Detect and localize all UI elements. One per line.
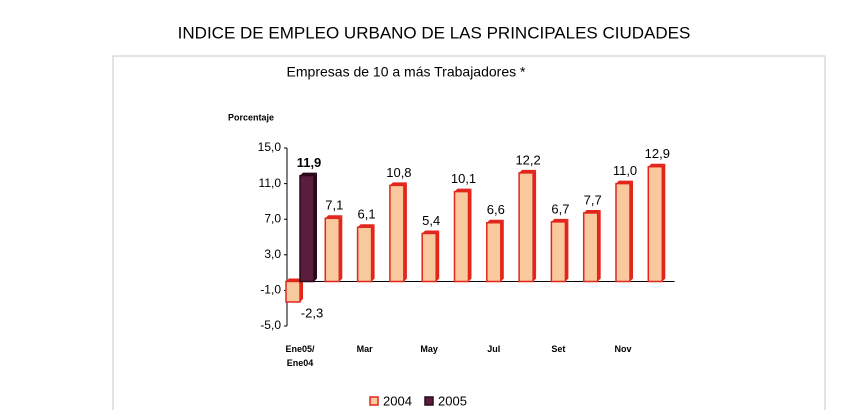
value-label: 12,9: [645, 146, 670, 161]
value-label: -2,3: [301, 305, 323, 320]
value-label: 10,8: [386, 165, 411, 180]
bar: [615, 182, 631, 283]
bar-group: [582, 209, 601, 283]
value-label: 11,0: [613, 163, 637, 178]
value-label: 7,7: [584, 192, 602, 207]
bar: [453, 190, 470, 283]
bar-group: [453, 188, 472, 283]
chart-frame: [112, 55, 826, 415]
value-label: 7,1: [325, 198, 343, 213]
bar-group: [324, 215, 343, 283]
bar-top: [357, 224, 375, 228]
bar-group: [285, 278, 303, 303]
bar: [550, 221, 567, 283]
x-tick-label: Ene05/ Ene04: [285, 344, 315, 368]
chart-title: INDICE DE EMPLEO URBANO DE LAS PRINCIPAL…: [178, 23, 691, 42]
x-tick-label: Nov: [614, 344, 632, 354]
bar-group: [389, 182, 407, 283]
bar-group: [518, 169, 537, 283]
value-label: 6,1: [358, 207, 376, 222]
legend-swatch: [369, 396, 379, 406]
x-tick-label: Set: [551, 344, 566, 354]
chart-subtitle: Empresas de 10 a más Trabajadores *: [287, 64, 526, 80]
legend-label: 2005: [438, 393, 467, 408]
bar-group: [647, 163, 666, 283]
x-tick-label-box: May: [420, 344, 438, 354]
x-tick-label-box: Mar: [356, 344, 373, 354]
x-tick-label-box: Nov: [614, 344, 632, 354]
value-label: 5,4: [422, 213, 440, 228]
y-tick-label: 7,0: [264, 211, 281, 225]
legend-label: 2004: [383, 393, 412, 408]
value-label: 6,6: [487, 202, 505, 217]
bar: [647, 165, 664, 283]
y-tick-label: 15,0: [258, 140, 282, 154]
y-tick-label: -5,0: [260, 318, 281, 332]
value-label: 10,1: [451, 171, 476, 186]
value-label: 12,2: [515, 152, 540, 167]
bar-group: [356, 224, 375, 283]
bar: [324, 217, 341, 283]
x-tick-label-box: Set: [551, 344, 566, 354]
value-label: 11,9: [297, 155, 322, 170]
x-tick-label: May: [420, 344, 438, 354]
bar: [356, 226, 373, 283]
bar-group: [299, 172, 317, 283]
y-tick-label: 3,0: [264, 247, 281, 261]
bar-group: [615, 180, 633, 283]
bar-group: [421, 230, 440, 283]
bar: [421, 232, 437, 283]
bar-group: [486, 219, 504, 283]
bar-top: [551, 218, 569, 222]
x-tick-label-box: Ene05/ Ene04: [285, 344, 315, 368]
x-tick-label-box: Jul: [487, 344, 501, 354]
x-tick-label: Mar: [356, 344, 373, 354]
bar: [518, 172, 534, 283]
y-tick-label: 11,0: [259, 176, 282, 190]
value-label: 6,7: [551, 201, 569, 216]
bar-group: [550, 218, 569, 283]
y-axis-label: Porcentaje: [228, 112, 274, 122]
legend-swatch: [424, 396, 434, 406]
x-tick-label: Jul: [487, 344, 501, 354]
bar: [486, 222, 502, 283]
bar: [582, 212, 599, 283]
bar: [299, 174, 315, 283]
bar: [389, 184, 405, 283]
y-tick-label: -1,0: [260, 283, 281, 297]
bar: [285, 280, 301, 303]
